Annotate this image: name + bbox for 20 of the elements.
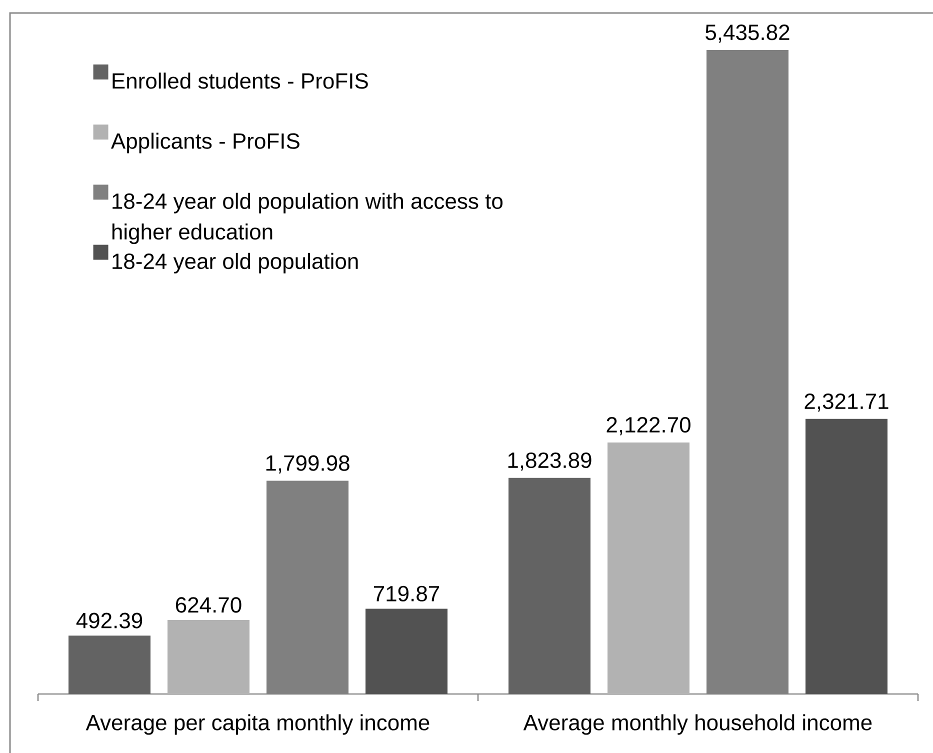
data-label: 2,321.71 [804, 393, 888, 412]
data-label: 2,122.70 [606, 417, 690, 436]
bar [68, 636, 151, 694]
bar [508, 478, 590, 694]
data-label: 492.39 [76, 612, 142, 628]
bar [168, 620, 250, 694]
legend-label: 18-24 year old population with access to higher education [112, 192, 503, 244]
x-tick-label: Average per capita monthly income [86, 714, 430, 735]
legend-label: Applicants - ProFIS [110, 132, 300, 154]
data-label: 624.70 [176, 597, 242, 613]
legend-label: 18-24 year old population [112, 252, 358, 274]
bar [366, 608, 448, 694]
data-label: 1,823.89 [508, 452, 592, 471]
x-tick-label: Average monthly household income [523, 714, 872, 735]
data-label: 5,435.82 [706, 24, 790, 43]
data-label: 719.87 [374, 586, 440, 602]
data-label: 1,799.98 [266, 455, 350, 474]
legend-label: Enrolled students - ProFIS [112, 72, 368, 89]
bar [608, 442, 690, 694]
bar [806, 418, 888, 694]
